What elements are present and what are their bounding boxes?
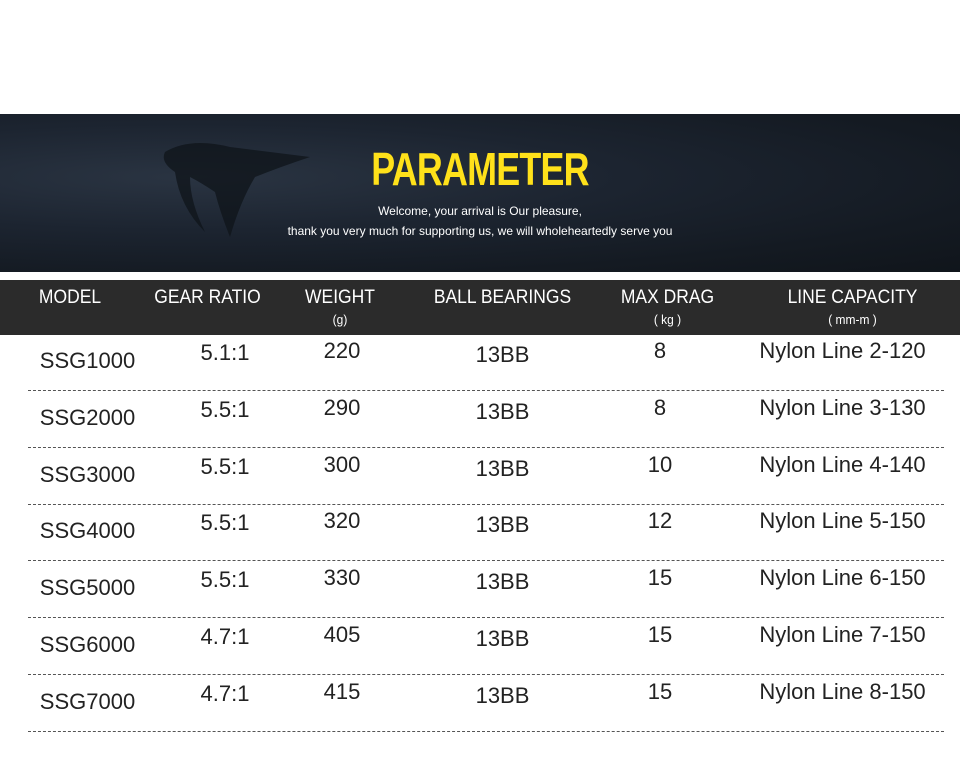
model-cell: SSG3000 <box>39 461 136 487</box>
ball-bearings-cell: 13BB <box>475 512 530 538</box>
line-capacity-cell: Nylon Line 2-120 <box>759 338 926 363</box>
gear-ratio-cell: 4.7:1 <box>200 680 250 706</box>
table-row: SSG1000 5.1:1 220 13BB 8 Nylon Line 2-120 <box>0 336 960 393</box>
model-cell: SSG6000 <box>39 632 136 657</box>
row-divider <box>28 503 944 505</box>
table-row: SSG3000 5.5:1 300 13BB 10 Nylon Line 4-140 <box>0 450 960 507</box>
gear-ratio-cell: 5.5:1 <box>200 567 250 593</box>
table-row: SSG7000 4.7:1 415 13BB 15 Nylon Line 8-150 <box>0 677 960 734</box>
dolphin-image <box>163 143 310 237</box>
weight-cell: 320 <box>323 508 361 534</box>
line-capacity-cell: Nylon Line 8-150 <box>759 678 926 704</box>
ball-bearings-cell: 13BB <box>475 342 530 367</box>
header-gear-ratio: GEAR RATIO <box>154 287 261 308</box>
ball-bearings-cell: 13BB <box>475 682 530 708</box>
ball-bearings-cell: 13BB <box>475 569 530 595</box>
max-drag-cell: 8 <box>653 394 667 420</box>
gear-ratio-cell: 4.7:1 <box>200 624 250 649</box>
max-drag-cell: 10 <box>647 451 673 477</box>
ball-bearings-cell: 13BB <box>475 455 530 481</box>
header-max-drag: MAX DRAG( kg ) <box>620 287 715 327</box>
weight-cell: 405 <box>323 622 361 647</box>
header-ball-bearings: BALL BEARINGS <box>433 287 572 308</box>
table-row: SSG2000 5.5:1 290 13BB 8 Nylon Line 3-130 <box>0 393 960 450</box>
model-cell: SSG1000 <box>39 348 136 373</box>
ball-bearings-cell: 13BB <box>475 398 530 424</box>
max-drag-cell: 15 <box>647 565 673 591</box>
table-row: SSG4000 5.5:1 320 13BB 12 Nylon Line 5-150 <box>0 506 960 563</box>
banner-subtitle-2: thank you very much for supporting us, w… <box>287 224 673 238</box>
table-header: MODEL GEAR RATIO WEIGHT (g) BALL BEARINGS… <box>0 280 960 335</box>
weight-cell: 300 <box>323 451 361 477</box>
gear-ratio-cell: 5.5:1 <box>200 510 250 536</box>
gear-ratio-cell: 5.5:1 <box>200 453 250 479</box>
line-capacity-cell: Nylon Line 4-140 <box>759 451 926 477</box>
max-drag-cell: 15 <box>647 678 673 704</box>
row-divider <box>28 560 944 562</box>
model-cell: SSG5000 <box>39 575 136 601</box>
row-divider <box>28 674 944 675</box>
gear-ratio-cell: 5.5:1 <box>200 396 250 422</box>
banner-subtitle-1: Welcome, your arrival is Our pleasure, <box>378 204 582 218</box>
line-capacity-cell: Nylon Line 6-150 <box>759 565 926 591</box>
max-drag-cell: 15 <box>647 622 673 647</box>
header-line-capacity: LINE CAPACITY( mm-m ) <box>787 287 918 327</box>
line-capacity-cell: Nylon Line 5-150 <box>759 508 926 534</box>
model-cell: SSG7000 <box>39 688 136 714</box>
line-capacity-cell: Nylon Line 3-130 <box>759 394 926 420</box>
gear-ratio-cell: 5.1:1 <box>200 340 250 365</box>
max-drag-cell: 12 <box>647 508 673 534</box>
row-divider <box>28 617 944 619</box>
ball-bearings-cell: 13BB <box>475 626 530 651</box>
table-row: SSG6000 4.7:1 405 13BB 15 Nylon Line 7-150 <box>0 620 960 677</box>
model-cell: SSG2000 <box>39 404 136 430</box>
row-divider <box>28 446 944 448</box>
banner: PARAMETER Welcome, your arrival is Our p… <box>0 114 960 272</box>
header-weight: WEIGHT (g) <box>305 287 375 327</box>
model-cell: SSG4000 <box>39 518 136 544</box>
line-capacity-cell: Nylon Line 7-150 <box>759 622 926 647</box>
row-divider <box>28 730 944 732</box>
table-row: SSG5000 5.5:1 330 13BB 15 Nylon Line 6-150 <box>0 563 960 620</box>
row-divider <box>28 390 944 391</box>
max-drag-cell: 8 <box>653 338 667 363</box>
banner-title: PARAMETER <box>371 143 589 195</box>
weight-cell: 220 <box>323 338 361 363</box>
weight-cell: 330 <box>323 565 361 591</box>
header-model: MODEL <box>38 287 102 308</box>
weight-cell: 290 <box>323 394 361 420</box>
weight-cell: 415 <box>323 678 361 704</box>
